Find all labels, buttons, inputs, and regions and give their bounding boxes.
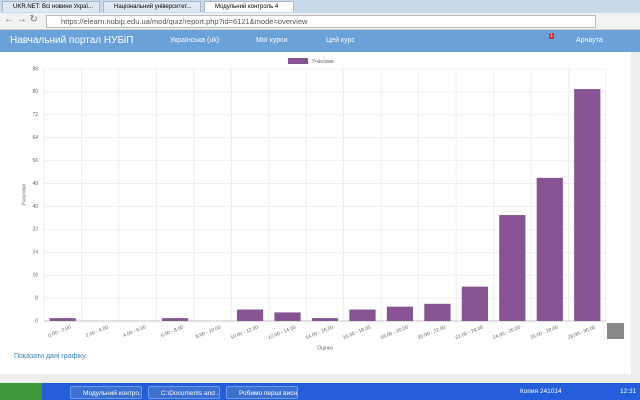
user-menu[interactable]: Арнаута bbox=[576, 37, 603, 44]
x-axis-label: Оцінка bbox=[317, 345, 333, 351]
x-tick-label: 20.00 - 22.00 bbox=[417, 324, 447, 341]
bar bbox=[236, 309, 264, 321]
y-tick-label: 40 bbox=[32, 204, 38, 210]
bar bbox=[574, 89, 601, 321]
task-item[interactable]: Робимо перші висн... bbox=[226, 386, 298, 399]
y-tick-label: 72 bbox=[32, 112, 38, 118]
scroll-top[interactable] bbox=[607, 323, 624, 339]
bar bbox=[386, 306, 414, 321]
x-tick-label: 8.00 - 10.00 bbox=[195, 324, 222, 340]
x-tick-label: 22.00 - 24.00 bbox=[455, 324, 485, 341]
x-tick-label: 26.00 - 28.00 bbox=[529, 324, 559, 341]
menu-item[interactable]: Цей курс bbox=[326, 37, 355, 44]
legend-swatch bbox=[288, 58, 308, 64]
x-tick-label: 16.00 - 18.00 bbox=[342, 324, 372, 341]
x-tick-label: 14.00 - 16.00 bbox=[305, 324, 335, 341]
menu-item[interactable]: Українська (uk) bbox=[170, 37, 220, 44]
tab[interactable]: UKR.NET: Всі новини Украї... bbox=[2, 1, 100, 12]
keyboard-layout: Копия 241014 bbox=[520, 388, 562, 395]
y-tick-label: 88 bbox=[32, 66, 38, 72]
bar bbox=[424, 303, 451, 321]
x-tick-label: 24.00 - 26.00 bbox=[492, 324, 522, 341]
bar bbox=[311, 318, 339, 321]
badge: 1 bbox=[549, 33, 554, 39]
tab[interactable]: Національний університет... bbox=[103, 1, 201, 12]
scrollbar[interactable] bbox=[631, 52, 640, 383]
bar bbox=[49, 318, 76, 321]
chart: Учасники Учасники Оцінка 0 8 16 24 32 40 48 56 64 72… bbox=[21, 58, 607, 351]
y-tick-label: 48 bbox=[32, 181, 38, 187]
y-tick-label: 80 bbox=[32, 89, 38, 95]
x-tick-label: 28.00 - 30.00 bbox=[567, 324, 597, 341]
x-tick-label: 4.00 - 6.00 bbox=[123, 324, 148, 339]
start-button[interactable] bbox=[0, 383, 42, 400]
y-tick-label: 64 bbox=[32, 135, 38, 141]
x-tick-label: 2.00 - 4.00 bbox=[85, 324, 110, 339]
legend-label: Учасники bbox=[312, 59, 334, 65]
y-tick-label: 16 bbox=[32, 273, 38, 279]
menu-item[interactable]: Мої курси bbox=[256, 37, 288, 44]
scrollbar[interactable] bbox=[0, 374, 631, 383]
task-item[interactable]: C:\Documents and ... bbox=[148, 386, 220, 399]
address-bar[interactable]: https://elearn.nubip.edu.ua/mod/quiz/rep… bbox=[46, 15, 596, 28]
tab[interactable]: Модульний контроль 4 bbox=[204, 1, 294, 12]
x-tick-label: 18.00 - 20.00 bbox=[380, 324, 410, 341]
bar bbox=[536, 177, 563, 321]
task-item[interactable]: Модульний контро... bbox=[70, 386, 142, 399]
y-axis-label: Учасники bbox=[21, 184, 27, 206]
x-tick-label: 10.00 - 12.00 bbox=[230, 324, 260, 341]
x-tick-label: 6.00 - 8.00 bbox=[160, 324, 185, 339]
nav-buttons[interactable]: ← → ↻ bbox=[4, 14, 38, 25]
link[interactable]: Показати дані графіку bbox=[14, 353, 86, 360]
x-tick-label: 12.00 - 14.00 bbox=[267, 324, 297, 341]
bar bbox=[499, 215, 526, 321]
bar bbox=[274, 312, 301, 321]
y-tick-label: 24 bbox=[32, 250, 38, 256]
y-tick-label: 32 bbox=[32, 227, 38, 233]
bar bbox=[349, 309, 376, 321]
clock: 12:31 bbox=[620, 388, 637, 395]
bar bbox=[162, 318, 189, 321]
brand[interactable]: Навчальний портал НУБіП bbox=[10, 35, 134, 46]
navbar bbox=[0, 30, 640, 52]
y-tick-label: 0 bbox=[35, 318, 38, 324]
y-tick-label: 8 bbox=[35, 295, 38, 301]
y-tick-label: 56 bbox=[32, 158, 38, 164]
x-tick-label: 0.00 - 2.00 bbox=[48, 324, 73, 339]
bar bbox=[461, 286, 488, 321]
